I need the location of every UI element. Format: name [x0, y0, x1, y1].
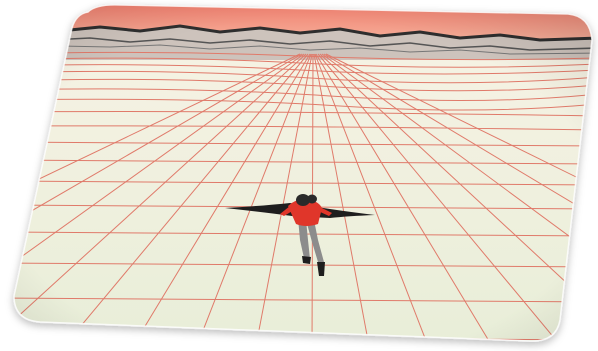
- card-highlight: [13, 4, 593, 342]
